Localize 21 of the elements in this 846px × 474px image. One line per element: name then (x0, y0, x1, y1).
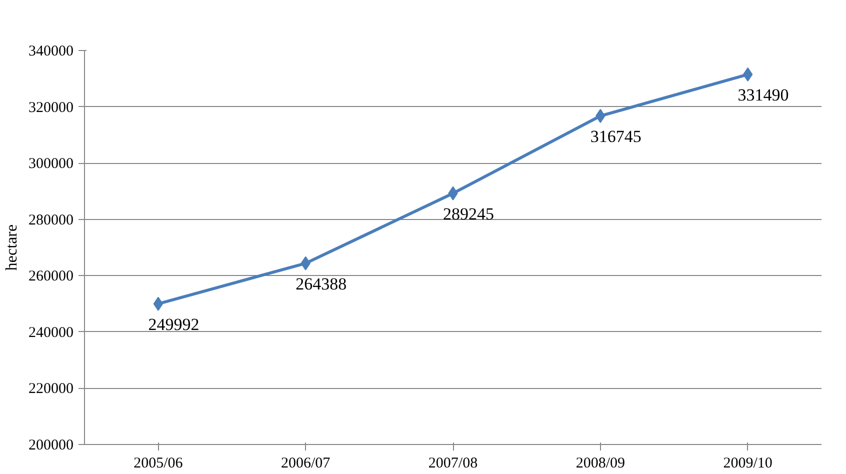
y-tick-label: 300000 (28, 156, 74, 172)
data-label: 331490 (738, 85, 789, 104)
y-tick-label: 260000 (28, 268, 74, 285)
data-label: 249992 (148, 314, 200, 334)
data-label: 289245 (443, 204, 494, 224)
point (742, 67, 753, 82)
x-tick-label: 2007/08 (428, 456, 478, 472)
y-tick-label: 240000 (28, 324, 74, 341)
y-tick-label: 220000 (28, 381, 74, 398)
data-label: 264388 (296, 274, 347, 294)
y-tick-label: 280000 (28, 212, 74, 228)
point (153, 296, 164, 311)
data-label: 316745 (590, 126, 642, 146)
x-tick-label: 2005/06 (134, 456, 184, 472)
y-tick-label: 320000 (28, 100, 74, 116)
x-tick-label: 2006/07 (281, 456, 331, 472)
x-tick-label: 2008/09 (576, 456, 625, 472)
y-axis-title: hectare (4, 224, 20, 271)
x-tick-label: 2009/10 (723, 456, 772, 472)
y-tick-label: 200000 (28, 438, 74, 454)
y-tick-label: 340000 (28, 44, 74, 60)
